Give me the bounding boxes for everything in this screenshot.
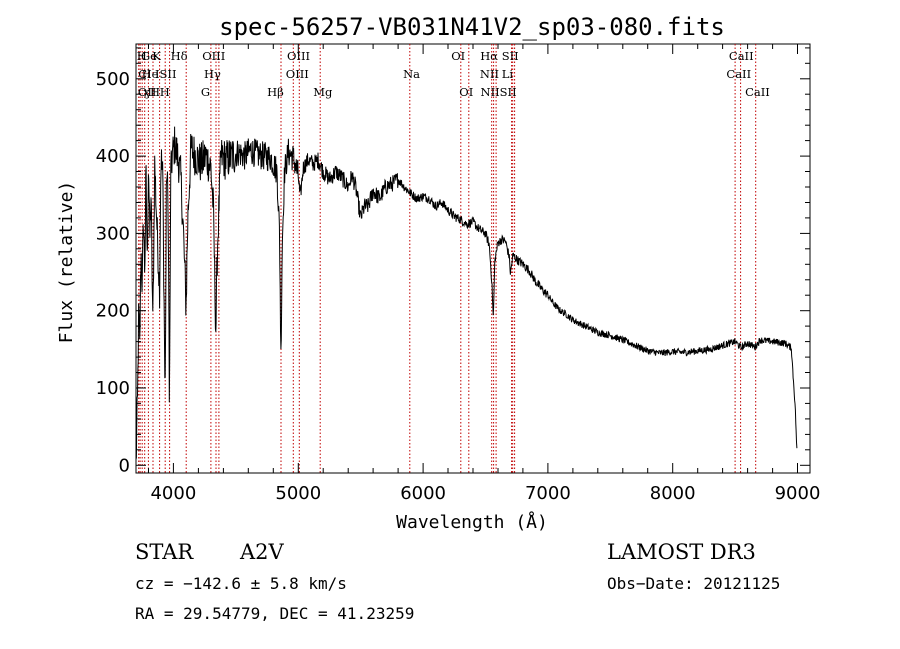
redshift-readout: cz = −142.6 ± 5.8 km/s — [135, 574, 347, 593]
line-label: OIII — [202, 49, 225, 63]
y-axis-label: Flux (relative) — [56, 181, 77, 344]
y-tick-label: 400 — [96, 146, 130, 167]
line-label: OII — [138, 85, 157, 99]
x-axis: 4000 5000 6000 7000 8000 9000 — [148, 44, 821, 504]
x-tick-label: 4000 — [150, 483, 196, 504]
line-label: H — [137, 49, 147, 63]
object-type: STAR — [135, 540, 194, 564]
line-label: He — [142, 67, 159, 81]
line-markers — [138, 44, 757, 473]
line-label: Cl — [138, 67, 151, 81]
observation-date: Obs−Date: 20121125 — [607, 574, 781, 593]
y-tick-label: 200 — [96, 301, 130, 322]
survey-name: LAMOST DR3 — [607, 540, 756, 564]
plot-frame — [135, 43, 811, 474]
line-label: OIII — [286, 67, 309, 81]
line-label: NIISII — [481, 85, 517, 99]
line-label: CaII — [745, 85, 770, 99]
y-tick-label: 300 — [96, 223, 130, 244]
line-label: SII — [502, 49, 519, 63]
x-axis-label: Wavelength (Å) — [396, 511, 548, 533]
line-label: CaII — [729, 49, 754, 63]
line-label: Hβ — [267, 85, 284, 99]
line-label: Hδ — [171, 49, 188, 63]
line-label: OIII — [287, 49, 310, 63]
y-axis: 0 100 200 300 400 500 — [96, 47, 810, 476]
y-tick-label: 500 — [96, 69, 130, 90]
x-tick-label: 7000 — [525, 483, 571, 504]
line-label: ɣH — [143, 85, 160, 99]
spectral-subclass: A2V — [240, 540, 284, 564]
line-label: ISII — [155, 67, 177, 81]
x-tick-label: 8000 — [650, 483, 696, 504]
line-label: Hα — [480, 49, 498, 63]
coordinates-readout: RA = 29.54779, DEC = 41.23259 — [135, 604, 415, 623]
line-label: G — [201, 85, 210, 99]
spectrum-line — [135, 126, 798, 459]
x-tick-label: 5000 — [275, 483, 321, 504]
line-label: Hγ — [204, 67, 221, 81]
x-tick-label: 6000 — [400, 483, 446, 504]
chart-title: spec-56257-VB031N41V2_sp03-080.fits — [219, 13, 725, 41]
line-label: OI — [451, 49, 465, 63]
line-label: Li — [502, 67, 514, 81]
line-label: K — [152, 49, 161, 63]
x-tick-label: 9000 — [775, 483, 821, 504]
line-label: H — [160, 85, 170, 99]
line-label: NII — [480, 67, 499, 81]
line-label: OI — [459, 85, 473, 99]
y-tick-label: 0 — [119, 455, 130, 476]
line-label: Na — [403, 67, 420, 81]
line-label: CaII — [726, 67, 751, 81]
y-tick-label: 100 — [96, 378, 130, 399]
line-label: Mg — [313, 85, 333, 99]
line-label: Ge — [141, 49, 157, 63]
